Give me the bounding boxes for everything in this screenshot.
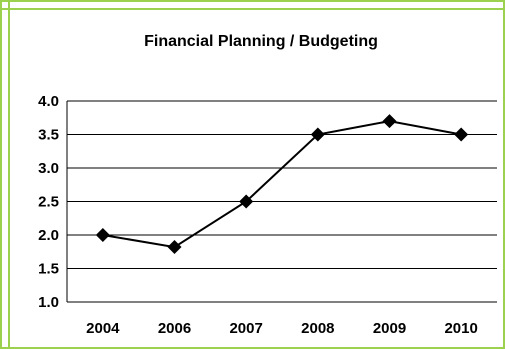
data-point-2008 <box>310 127 325 142</box>
grid-lines <box>67 100 497 303</box>
y-tick-label: 1.5 <box>38 261 59 278</box>
marker-group <box>95 114 469 255</box>
data-point-2010 <box>454 127 469 142</box>
chart-title: Financial Planning / Budgeting <box>144 33 378 50</box>
x-tick-label: 2010 <box>444 320 477 337</box>
y-tick-label: 2.0 <box>38 227 59 244</box>
frame-accent-left <box>8 0 10 349</box>
x-tick-label: 2009 <box>373 320 406 337</box>
y-tick-label: 4.0 <box>38 93 59 110</box>
y-tick-label: 3.5 <box>38 127 59 144</box>
y-tick-label: 2.5 <box>38 194 59 211</box>
y-tick-labels: 1.0 1.5 2.0 2.5 3.0 3.5 4.0 <box>38 93 59 311</box>
data-point-2009 <box>382 114 397 129</box>
frame-accent-top <box>0 8 505 10</box>
series-line <box>102 120 462 249</box>
y-tick-label: 3.0 <box>38 160 59 177</box>
x-tick-label: 2006 <box>158 320 191 337</box>
x-tick-label: 2008 <box>301 320 334 337</box>
data-point-2004 <box>95 228 110 242</box>
x-tick-label: 2007 <box>229 320 262 337</box>
data-point-2007 <box>239 194 254 209</box>
data-point-2006 <box>167 240 182 255</box>
x-tick-label: 2004 <box>86 320 120 337</box>
y-tick-label: 1.0 <box>38 294 59 311</box>
x-tick-labels: 2004 2006 2007 2008 2009 2010 <box>86 320 478 337</box>
series-line-group <box>102 120 462 249</box>
